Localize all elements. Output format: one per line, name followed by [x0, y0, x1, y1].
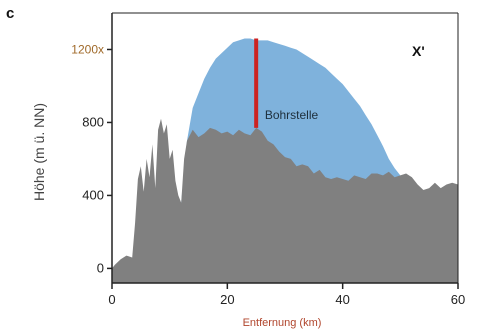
y-tick-label-3: 1200x: [71, 42, 104, 56]
y-axis-title: Höhe (m ü. NN): [31, 103, 47, 201]
panel-label: c: [6, 5, 14, 22]
x-tick-label-0: 0: [108, 292, 115, 307]
x-tick-label-3: 60: [451, 292, 465, 307]
plot-area: [112, 38, 458, 283]
x-axis-title: Entfernung (km): [243, 317, 322, 329]
terrain-area: [112, 118, 458, 283]
y-tick-label-0: 0: [97, 260, 104, 275]
y-ticks: 0 400 800 1200x: [71, 42, 112, 275]
y-tick-label-2: 800: [82, 114, 104, 129]
corner-label: X': [412, 43, 425, 59]
x-ticks: 0 20 40 60: [108, 283, 465, 307]
axes: 0 20 40 60 0 400 800 1200x: [71, 12, 465, 307]
x-tick-label-2: 40: [335, 292, 349, 307]
y-tick-label-1: 400: [82, 187, 104, 202]
x-tick-label-1: 20: [220, 292, 234, 307]
borehole-label: Bohrstelle: [265, 108, 319, 122]
